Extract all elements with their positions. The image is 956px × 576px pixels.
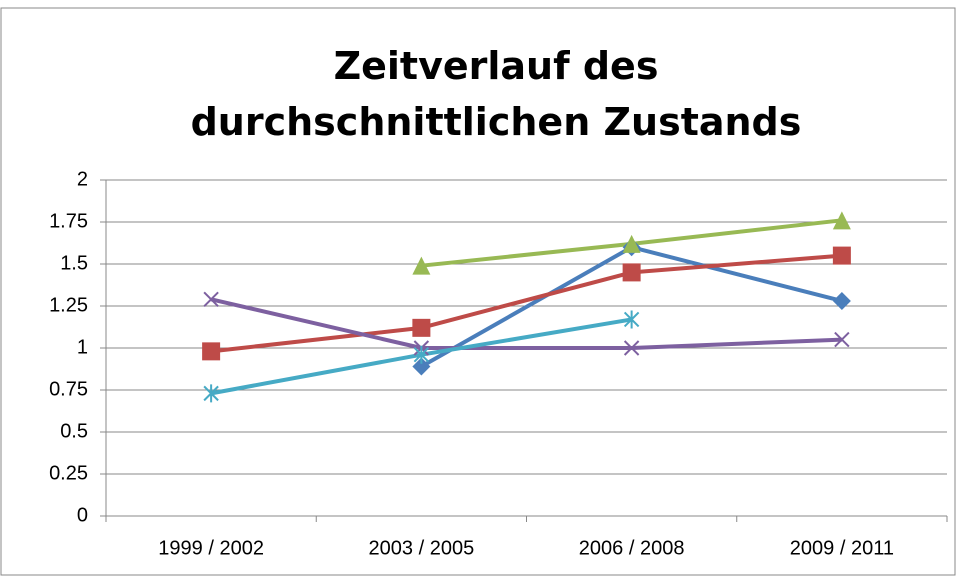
marker [412, 256, 431, 275]
x-tick-label: 2006 / 2008 [579, 537, 685, 559]
marker [834, 331, 850, 348]
chart-border [0, 7, 956, 576]
y-tick-label: 0.5 [60, 420, 88, 442]
y-tick-label: 0.75 [49, 378, 88, 400]
y-tick-label: 1 [77, 336, 88, 358]
y-tick-label: 1.25 [49, 294, 88, 316]
marker [412, 357, 431, 376]
marker [413, 345, 430, 364]
series-line [210, 253, 843, 354]
marker [202, 342, 221, 361]
x-tick-label: 2003 / 2005 [369, 537, 475, 559]
y-tick-label: 0 [77, 504, 88, 526]
y-tick-label: 1.5 [60, 252, 88, 274]
marker [203, 291, 219, 307]
marker [622, 234, 641, 253]
marker [203, 384, 219, 403]
marker [623, 310, 640, 329]
marker [622, 263, 641, 282]
marker [832, 211, 851, 230]
marker [412, 318, 431, 337]
series-line [210, 297, 842, 350]
y-tick-label: 2 [77, 168, 88, 190]
x-tick-label: 1999 / 2002 [158, 537, 264, 559]
marker [623, 340, 640, 356]
x-tick-label: 2009 / 2011 [790, 537, 894, 559]
marker [832, 291, 851, 310]
marker [832, 246, 851, 265]
y-tick-label: 1.75 [49, 210, 88, 232]
y-tick-label: 0.25 [49, 462, 88, 484]
chart-title: Zeitverlauf des durchschnittlichen Zusta… [190, 44, 802, 144]
